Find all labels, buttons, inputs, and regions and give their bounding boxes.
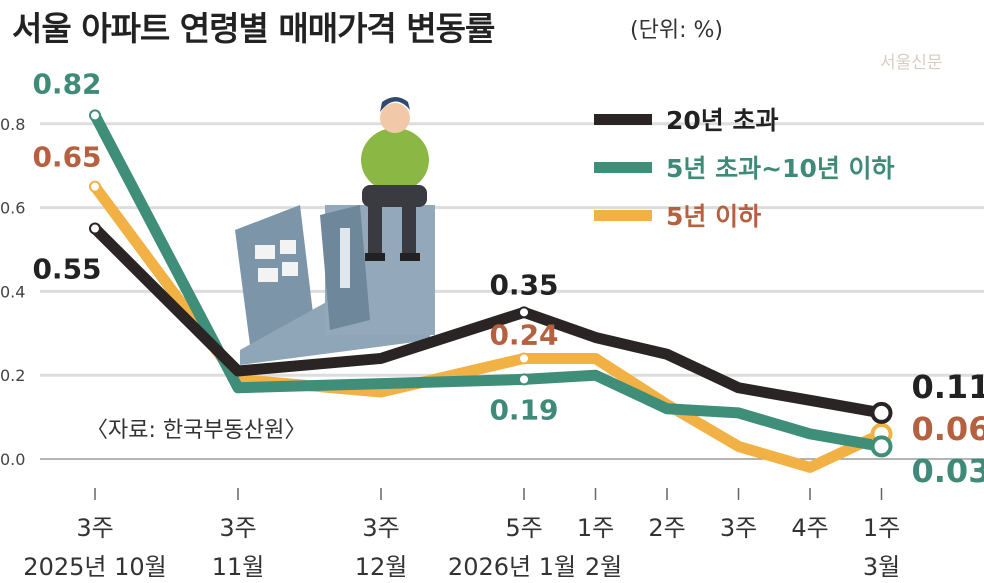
data-label: 0.24: [489, 318, 558, 351]
x-tick-label: 11월: [212, 553, 265, 581]
data-point: [518, 352, 530, 365]
data-point: [518, 373, 530, 386]
data-label: 0.82: [32, 67, 101, 100]
legend-swatch: [594, 209, 652, 221]
y-tick-label: 0.4: [0, 282, 25, 301]
data-point: [870, 401, 893, 424]
y-tick-label: 0.0: [0, 450, 25, 469]
legend-label: 5년 초과~10년 이하: [666, 154, 895, 183]
illustration: [235, 97, 435, 365]
legend-item: 5년 이하: [594, 191, 895, 239]
data-point: [89, 109, 101, 122]
legend-swatch: [594, 161, 652, 173]
series-line: [90, 112, 883, 452]
y-tick-label: 0.6: [0, 199, 25, 218]
source-note: 〈자료: 한국부동산원〉: [86, 418, 307, 443]
x-tick-label: 1주: [863, 514, 900, 542]
x-tick-label: 3주: [362, 514, 399, 542]
unit-label: (단위: %): [630, 18, 723, 43]
x-tick-label: 3월: [863, 553, 900, 581]
x-tick-label: 3주: [219, 514, 256, 542]
x-tick-label: 12월: [355, 553, 408, 581]
x-tick-label: 2주: [648, 514, 685, 542]
legend-item: 5년 초과~10년 이하: [594, 143, 895, 191]
x-tick-label: 5주: [505, 514, 542, 542]
data-point: [518, 306, 530, 319]
legend: 20년 초과 5년 초과~10년 이하 5년 이하: [594, 95, 895, 239]
data-label: 0.65: [32, 141, 101, 174]
y-tick-label: 0.8: [0, 115, 25, 134]
x-tick-label: 4주: [791, 514, 828, 542]
chart-title: 서울 아파트 연령별 매매가격 변동률: [12, 9, 495, 48]
data-point: [89, 222, 101, 235]
x-tick-label: 3주: [76, 514, 113, 542]
y-tick-label: 0.2: [0, 366, 25, 385]
x-tick-label: 2월: [585, 553, 622, 581]
data-label: 0.55: [32, 253, 101, 286]
data-label: 0.19: [489, 393, 558, 426]
data-label: 0.06: [912, 410, 984, 448]
x-tick-label: 1주: [577, 514, 614, 542]
legend-swatch: [594, 113, 652, 125]
data-point: [870, 435, 893, 458]
legend-label: 20년 초과: [666, 106, 779, 135]
watermark: 서울신문: [880, 53, 943, 73]
data-point: [89, 180, 101, 193]
x-tick-label: 2025년 10월: [23, 553, 166, 581]
x-tick-label: 2026년 1월: [448, 553, 576, 581]
series-line: [91, 224, 883, 419]
legend-label: 5년 이하: [666, 202, 762, 231]
legend-item: 20년 초과: [594, 95, 895, 143]
x-tick-label: 3주: [720, 514, 757, 542]
data-label: 0.11: [912, 368, 984, 406]
data-label: 0.35: [489, 268, 558, 301]
data-label: 0.03: [912, 452, 984, 490]
